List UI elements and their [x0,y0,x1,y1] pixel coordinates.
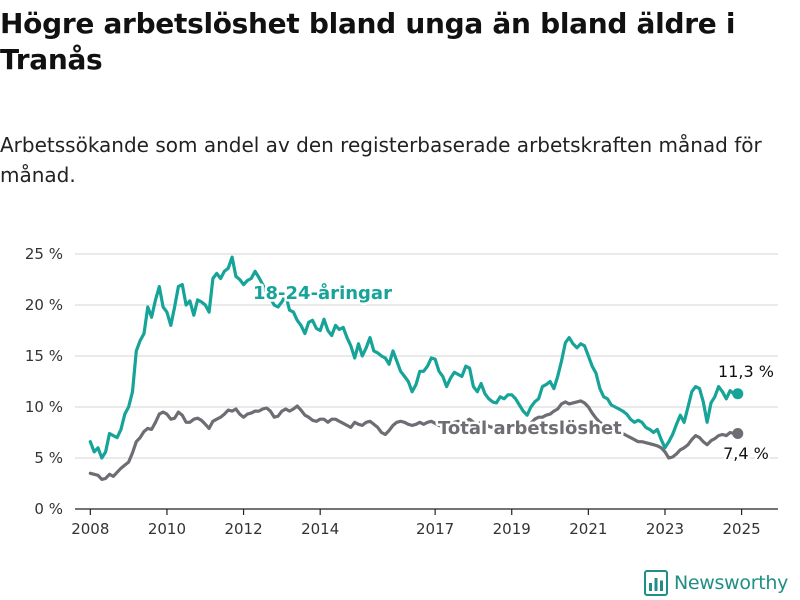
newsworthy-logo-icon [644,570,668,596]
y-tick-label: 25 % [25,245,63,263]
end-value-label-youth: 11,3 % [718,362,774,381]
series-label-youth: 18-24-åringar [253,282,392,304]
x-tick-label: 2010 [148,520,186,538]
y-tick-label: 20 % [25,296,63,314]
chart-title: Högre arbetslöshet bland unga än bland ä… [0,7,736,76]
series-line-total [88,399,740,481]
x-tick-label: 2014 [301,520,339,538]
series-line-youth [88,255,740,460]
y-tick-label: 0 % [34,500,63,518]
y-tick-label: 5 % [34,449,63,467]
series-end-point-youth [732,388,744,400]
brand-logo: Newsworthy [644,568,788,598]
y-tick-label: 10 % [25,398,63,416]
x-tick-label: 2021 [569,520,607,538]
y-tick-label: 15 % [25,347,63,365]
series-label-total: Total arbetslöshet [438,418,622,439]
x-tick-label: 2017 [416,520,454,538]
x-tick-label: 2012 [224,520,262,538]
x-tick-label: 2008 [71,520,109,538]
end-value-label-total: 7,4 % [723,444,769,463]
x-tick-label: 2025 [723,520,761,538]
x-tick-label: 2019 [493,520,531,538]
chart-subtitle: Arbetssökande som andel av den registerb… [0,133,762,187]
series-end-point-total [732,428,744,440]
x-tick-label: 2023 [646,520,684,538]
brand-name: Newsworthy [674,572,789,594]
